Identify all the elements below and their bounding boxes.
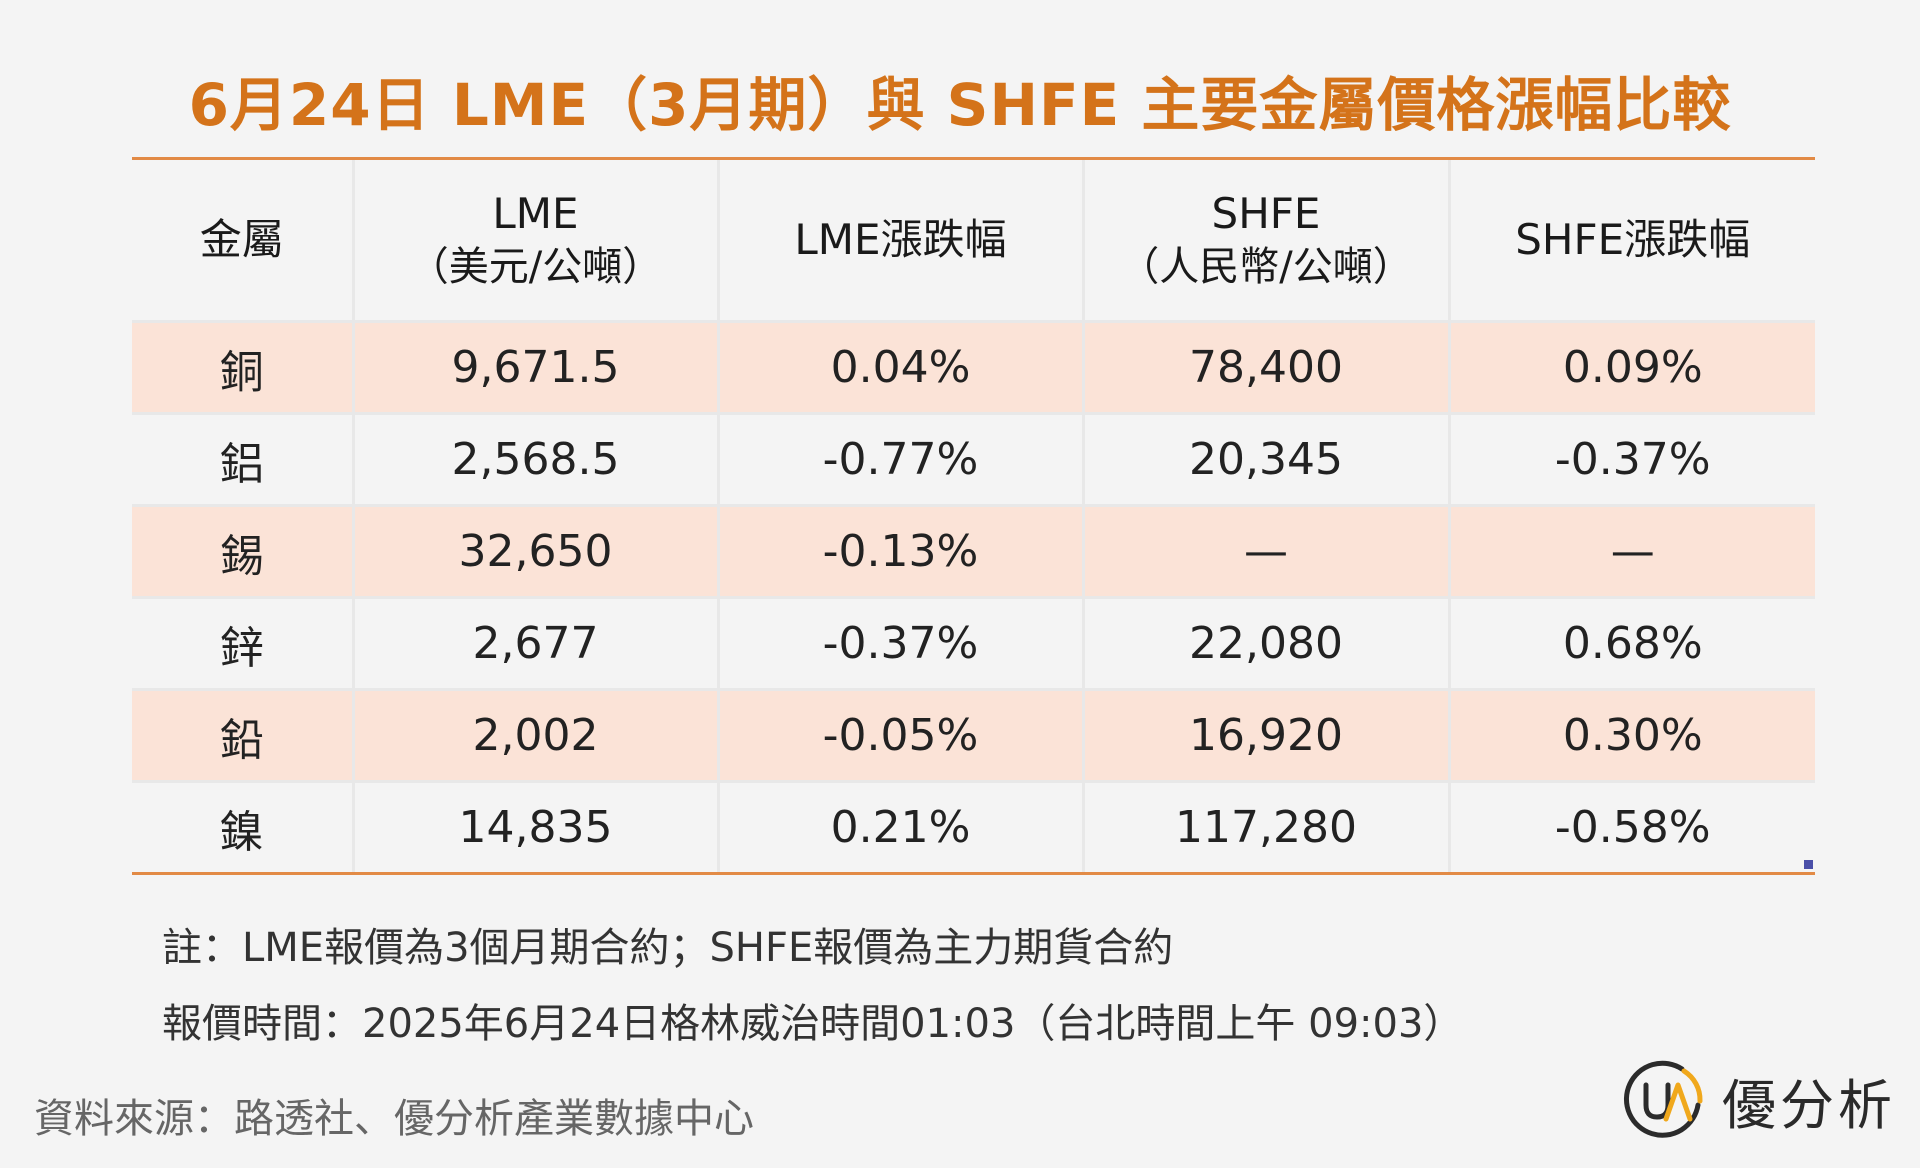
cell-metal: 銅 bbox=[132, 320, 353, 414]
cell-shfe-price: 22,080 bbox=[1081, 596, 1449, 690]
cell-shfe-price: — bbox=[1081, 504, 1449, 598]
cell-metal: 鋅 bbox=[132, 596, 353, 690]
header-unit: （人民幣/公噸） bbox=[1119, 244, 1413, 291]
cell-shfe-price: 117,280 bbox=[1081, 780, 1449, 872]
header-lme-price: LME （美元/公噸） bbox=[351, 160, 718, 322]
table: 金屬 LME （美元/公噸） LME漲跌幅 SHFE （人民幣/公噸） SHFE… bbox=[132, 160, 1815, 872]
cell-lme-price: 2,002 bbox=[351, 688, 718, 782]
cell-metal: 鎳 bbox=[132, 780, 353, 872]
brand-logo: 優分析 bbox=[1622, 1052, 1896, 1148]
cell-lme-price: 14,835 bbox=[351, 780, 718, 872]
header-label: SHFE bbox=[1211, 188, 1321, 238]
table-top-rule bbox=[132, 157, 1815, 160]
cell-shfe-price: 20,345 bbox=[1081, 412, 1449, 506]
brand-name: 優分析 bbox=[1722, 1073, 1896, 1137]
cell-lme-change: -0.77% bbox=[716, 412, 1083, 506]
table-bottom-rule bbox=[132, 872, 1815, 875]
price-comparison-table: 金屬 LME （美元/公噸） LME漲跌幅 SHFE （人民幣/公噸） SHFE… bbox=[132, 157, 1815, 875]
header-label: LME bbox=[492, 188, 579, 238]
cell-shfe-change: -0.58% bbox=[1447, 780, 1815, 872]
cell-lme-price: 32,650 bbox=[351, 504, 718, 598]
cell-lme-price: 2,677 bbox=[351, 596, 718, 690]
ua-logo-icon bbox=[1624, 1060, 1703, 1138]
corner-marker bbox=[1804, 860, 1813, 869]
header-label: SHFE漲跌幅 bbox=[1515, 214, 1751, 264]
header-unit: （美元/公噸） bbox=[408, 244, 663, 291]
cell-lme-change: -0.13% bbox=[716, 504, 1083, 598]
cell-shfe-price: 16,920 bbox=[1081, 688, 1449, 782]
cell-shfe-change: 0.30% bbox=[1447, 688, 1815, 782]
header-label: 金屬 bbox=[199, 214, 284, 264]
table-row: 鋅 2,677 -0.37% 22,080 0.68% bbox=[132, 596, 1815, 690]
cell-lme-change: -0.37% bbox=[716, 596, 1083, 690]
cell-lme-price: 9,671.5 bbox=[351, 320, 718, 414]
cell-lme-change: 0.21% bbox=[716, 780, 1083, 872]
table-row: 鋁 2,568.5 -0.77% 20,345 -0.37% bbox=[132, 412, 1815, 506]
header-lme-change: LME漲跌幅 bbox=[716, 160, 1083, 322]
cell-shfe-price: 78,400 bbox=[1081, 320, 1449, 414]
cell-shfe-change: — bbox=[1447, 504, 1815, 598]
header-shfe-price: SHFE （人民幣/公噸） bbox=[1081, 160, 1449, 322]
cell-metal: 錫 bbox=[132, 504, 353, 598]
table-row: 銅 9,671.5 0.04% 78,400 0.09% bbox=[132, 320, 1815, 414]
header-metal: 金屬 bbox=[132, 160, 353, 322]
footnotes: 註：LME報價為3個月期合約；SHFE報價為主力期貨合約 報價時間：2025年6… bbox=[162, 910, 1463, 1062]
table-header-row: 金屬 LME （美元/公噸） LME漲跌幅 SHFE （人民幣/公噸） SHFE… bbox=[132, 160, 1815, 322]
note-quote-time: 報價時間：2025年6月24日格林威治時間01:03（台北時間上午 09:03） bbox=[162, 1001, 1464, 1047]
header-shfe-change: SHFE漲跌幅 bbox=[1447, 160, 1815, 322]
cell-shfe-change: -0.37% bbox=[1447, 412, 1815, 506]
cell-shfe-change: 0.68% bbox=[1447, 596, 1815, 690]
header-label: LME漲跌幅 bbox=[794, 214, 1007, 264]
cell-lme-price: 2,568.5 bbox=[351, 412, 718, 506]
cell-lme-change: 0.04% bbox=[716, 320, 1083, 414]
table-row: 錫 32,650 -0.13% — — bbox=[132, 504, 1815, 598]
table-row: 鉛 2,002 -0.05% 16,920 0.30% bbox=[132, 688, 1815, 782]
note-contract: 註：LME報價為3個月期合約；SHFE報價為主力期貨合約 bbox=[162, 925, 1174, 971]
page-title: 6月24日 LME（3月期）與 SHFE 主要金屬價格漲幅比較 bbox=[188, 71, 1732, 139]
cell-metal: 鋁 bbox=[132, 412, 353, 506]
cell-lme-change: -0.05% bbox=[716, 688, 1083, 782]
cell-metal: 鉛 bbox=[132, 688, 353, 782]
source-credit: 資料來源：路透社、優分析產業數據中心 bbox=[34, 1096, 754, 1142]
table-row: 鎳 14,835 0.21% 117,280 -0.58% bbox=[132, 780, 1815, 872]
cell-shfe-change: 0.09% bbox=[1447, 320, 1815, 414]
